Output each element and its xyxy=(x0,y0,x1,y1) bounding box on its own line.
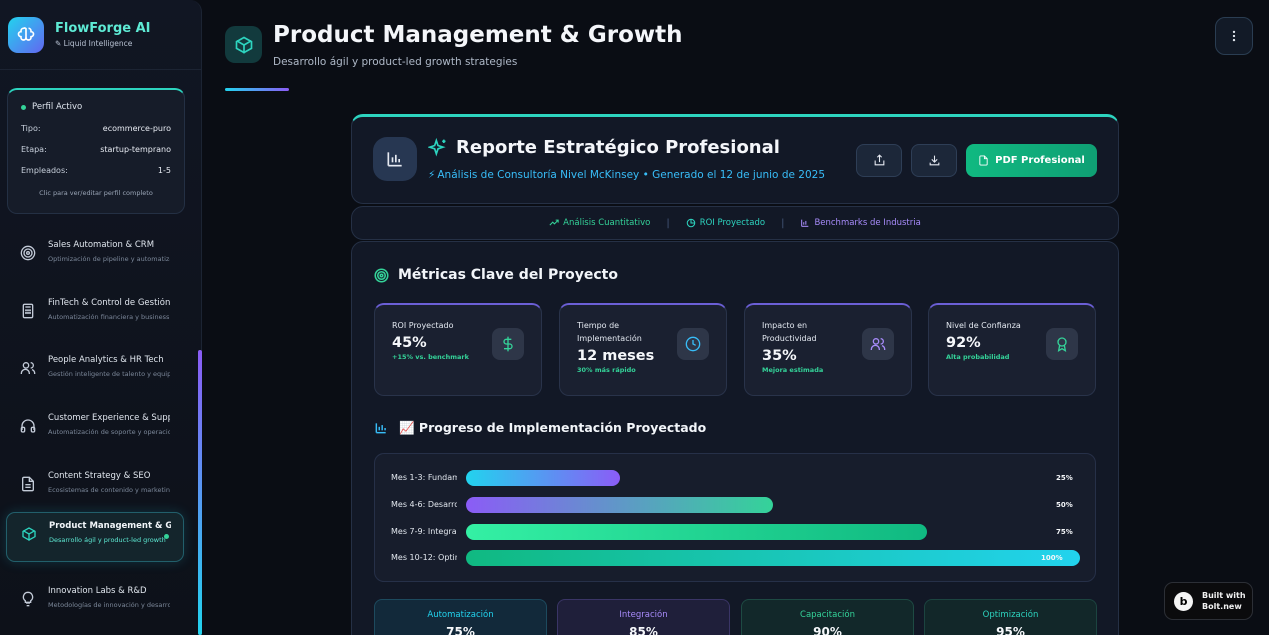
trending-up-icon xyxy=(549,219,559,226)
zap-icon: ⚡︎ xyxy=(428,169,436,181)
page-title: Product Management & Growth xyxy=(273,22,683,48)
dollar-icon xyxy=(492,328,524,360)
analysis-tags: Análisis Cuantitativo | ROI Proyectado |… xyxy=(351,206,1119,240)
metric-confidence: Nivel de Confianza 92% Alta probabilidad xyxy=(928,303,1096,396)
bar-chart-icon xyxy=(375,423,386,434)
share-icon xyxy=(874,154,884,166)
bar-chart-icon xyxy=(801,219,809,227)
more-menu-button[interactable] xyxy=(1215,17,1253,55)
tag-roi: ROI Proyectado xyxy=(686,218,765,228)
progress-row: Mes 7-9: Integración 75% xyxy=(391,524,1081,540)
calculator-icon xyxy=(22,303,34,319)
metrics-section-title: Métricas Clave del Proyecto xyxy=(374,267,618,283)
brand[interactable]: FlowForge AI ✎ Liquid Intelligence xyxy=(0,0,201,70)
bar-chart-icon xyxy=(373,137,417,181)
progress-row: Mes 1-3: Fundamentos 25% xyxy=(391,470,1081,486)
package-icon xyxy=(225,26,262,63)
progress-bar xyxy=(466,524,927,540)
progress-row: Mes 4-6: Desarrollo 50% xyxy=(391,497,1081,513)
kpi-automatizacion: Automatización 75% xyxy=(374,599,547,635)
sidebar-item-innovation-labs[interactable]: Innovation Labs & R&D Metodologías de inn… xyxy=(6,578,184,628)
kpi-integracion: Integración 85% xyxy=(557,599,730,635)
sidebar-item-people-analytics[interactable]: People Analytics & HR Tech Gestión inteli… xyxy=(6,347,184,397)
download-icon xyxy=(929,155,939,166)
page-subtitle: Desarrollo ágil y product-led growth str… xyxy=(273,56,518,68)
active-status-dot xyxy=(21,104,26,110)
progress-row: Mes 10-12: Optimización 100% xyxy=(391,550,1081,566)
users-icon xyxy=(862,328,894,360)
share-button[interactable] xyxy=(856,144,902,177)
clock-icon xyxy=(677,328,709,360)
bolt-logo-icon: b xyxy=(1174,591,1193,611)
report-subtitle: ⚡︎ Análisis de Consultoría Nivel McKinsey… xyxy=(428,169,825,181)
title-underline xyxy=(225,88,289,91)
target-icon xyxy=(374,267,389,283)
brand-tagline: ✎ Liquid Intelligence xyxy=(55,39,133,48)
users-icon xyxy=(20,362,36,374)
brain-icon xyxy=(8,16,44,53)
pdf-export-button[interactable]: PDF Profesional xyxy=(966,144,1097,177)
kpi-optimizacion: Optimización 95% xyxy=(924,599,1097,635)
report-header-card: Reporte Estratégico Profesional ⚡︎ Anális… xyxy=(351,114,1119,204)
metric-time: Tiempo de Implementación 12 meses 30% má… xyxy=(559,303,727,396)
metric-productivity: Impacto en Productividad 35% Mejora esti… xyxy=(744,303,912,396)
progress-bar xyxy=(466,497,773,513)
report-title: Reporte Estratégico Profesional xyxy=(456,137,780,158)
profile-card[interactable]: Perfil Activo Tipo: ecommerce-puro Etapa:… xyxy=(7,88,185,214)
implementation-progress: Mes 1-3: Fundamentos 25% Mes 4-6: Desarr… xyxy=(374,453,1096,582)
tag-quantitative: Análisis Cuantitativo xyxy=(549,218,650,228)
package-icon xyxy=(22,527,36,541)
headphones-icon xyxy=(20,419,36,433)
built-with-bolt-badge[interactable]: b Built with Bolt.new xyxy=(1164,582,1253,620)
sidebar-item-sales-automation[interactable]: Sales Automation & CRM Optimización de pi… xyxy=(6,232,184,282)
metric-roi: ROI Proyectado 45% +15% vs. benchmark xyxy=(374,303,542,396)
metrics-card: Métricas Clave del Proyecto ROI Proyecta… xyxy=(351,241,1119,635)
profile-row-etapa: Etapa: startup-temprano xyxy=(21,145,171,154)
sidebar-item-customer-experience[interactable]: Customer Experience & SupportAutomatizac… xyxy=(6,405,184,455)
lightbulb-icon xyxy=(22,591,34,607)
document-icon xyxy=(22,476,34,492)
progress-section-title: 📈 Progreso de Implementación Proyectado xyxy=(374,420,706,436)
profile-row-empleados: Empleados: 1-5 xyxy=(21,166,171,175)
profile-row-tipo: Tipo: ecommerce-puro xyxy=(21,124,171,133)
more-vertical-icon xyxy=(1232,30,1236,42)
sidebar: FlowForge AI ✎ Liquid Intelligence Perfi… xyxy=(0,0,202,635)
sparkles-icon xyxy=(428,138,446,157)
active-indicator xyxy=(164,534,169,539)
sidebar-scrollbar[interactable] xyxy=(198,350,202,635)
profile-title: Perfil Activo xyxy=(32,102,83,112)
file-icon xyxy=(979,155,988,166)
pie-chart-icon xyxy=(686,218,695,228)
download-button[interactable] xyxy=(911,144,957,177)
award-icon xyxy=(1046,328,1078,360)
progress-bar xyxy=(466,550,1080,566)
progress-bar xyxy=(466,470,620,486)
target-icon xyxy=(20,245,36,261)
tag-benchmarks: Benchmarks de Industria xyxy=(800,218,921,228)
sidebar-item-fintech[interactable]: FinTech & Control de Gestión Automatizaci… xyxy=(6,290,184,340)
brand-name: FlowForge AI xyxy=(55,21,151,36)
profile-edit-hint: Clic para ver/editar perfil completo xyxy=(39,189,153,197)
sidebar-item-content-strategy[interactable]: Content Strategy & SEO Ecosistemas de con… xyxy=(6,463,184,513)
kpi-capacitacion: Capacitación 90% xyxy=(741,599,914,635)
